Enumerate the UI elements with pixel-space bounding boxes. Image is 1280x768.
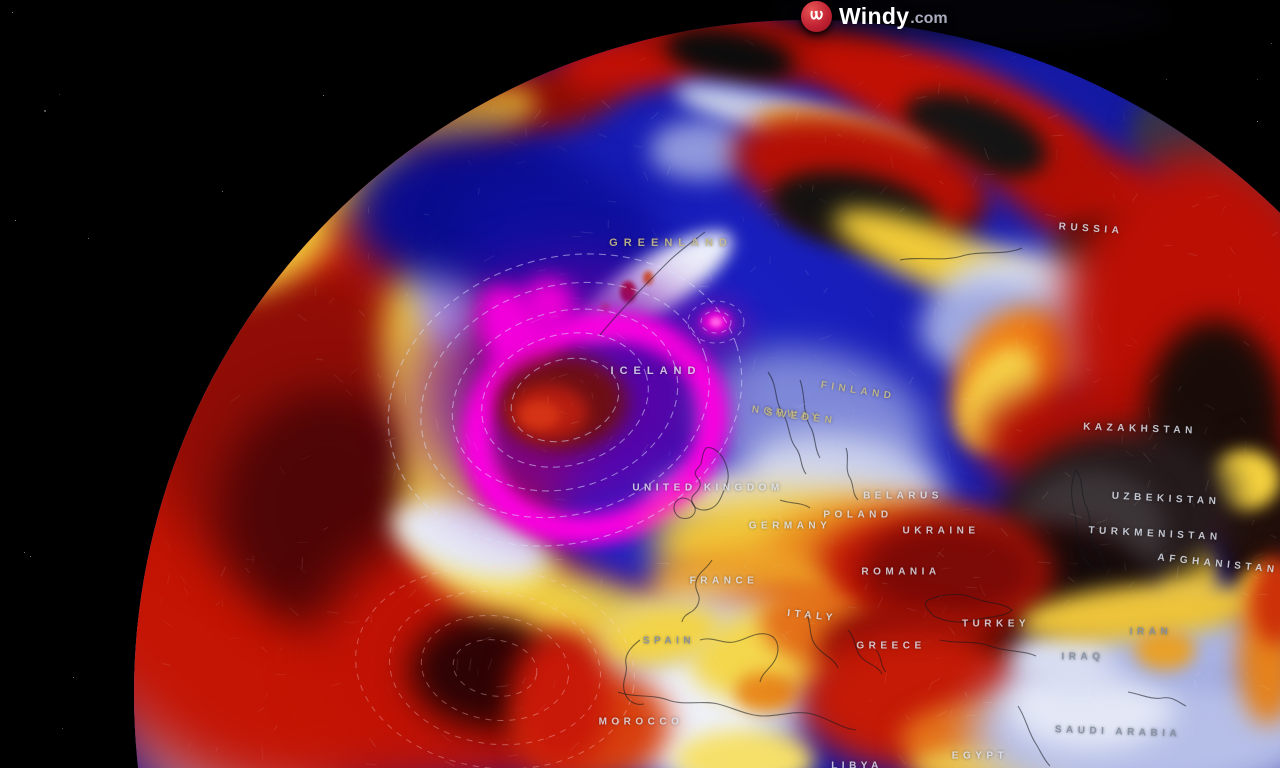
star bbox=[221, 190, 223, 192]
star bbox=[1165, 79, 1167, 81]
star bbox=[322, 94, 324, 96]
star bbox=[1270, 42, 1272, 44]
logo-text: Windy bbox=[839, 3, 910, 29]
star bbox=[58, 94, 60, 96]
globe[interactable] bbox=[134, 20, 1280, 768]
field-blob bbox=[710, 317, 722, 327]
field-blob bbox=[735, 672, 795, 712]
field-blob bbox=[510, 630, 610, 768]
logo-suffix: .com bbox=[910, 9, 948, 27]
star bbox=[61, 728, 63, 730]
windy-swirl-icon bbox=[801, 1, 832, 32]
star bbox=[11, 11, 13, 13]
windy-logo[interactable]: Windy .com bbox=[801, 1, 948, 32]
field-blob bbox=[643, 271, 653, 285]
star bbox=[29, 556, 31, 558]
star bbox=[1257, 78, 1259, 80]
star bbox=[72, 676, 74, 678]
field-blob bbox=[1135, 630, 1195, 670]
field-blob bbox=[520, 401, 560, 429]
field-blob bbox=[521, 277, 575, 335]
star bbox=[88, 237, 90, 239]
star bbox=[14, 220, 16, 222]
star bbox=[44, 109, 47, 112]
star bbox=[23, 552, 25, 554]
